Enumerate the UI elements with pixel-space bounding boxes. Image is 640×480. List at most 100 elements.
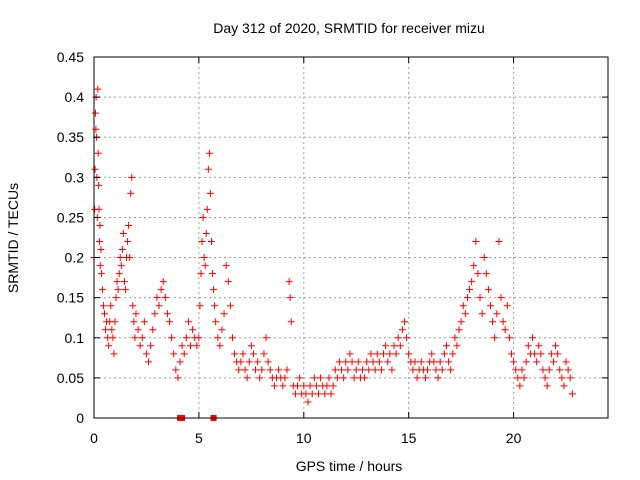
data-point <box>193 342 201 350</box>
data-point <box>153 294 161 302</box>
data-point <box>329 382 337 390</box>
data-point <box>125 221 133 229</box>
data-point <box>107 302 115 310</box>
data-point <box>489 318 497 326</box>
data-point <box>524 342 532 350</box>
data-point <box>247 342 255 350</box>
data-point <box>447 366 455 374</box>
data-point <box>445 358 453 366</box>
data-point <box>174 374 182 382</box>
data-point <box>432 366 440 374</box>
data-point <box>314 390 322 398</box>
data-point <box>128 173 136 181</box>
data-point <box>545 366 553 374</box>
data-point <box>97 246 105 254</box>
data-point <box>442 342 450 350</box>
data-point <box>302 390 310 398</box>
data-point <box>159 278 167 286</box>
data-point <box>245 358 253 366</box>
data-point <box>568 390 576 398</box>
data-point <box>281 374 289 382</box>
data-point <box>392 350 400 358</box>
data-point <box>365 366 373 374</box>
data-point <box>306 382 314 390</box>
data-point <box>196 302 204 310</box>
data-point <box>394 334 402 342</box>
data-point <box>224 278 232 286</box>
data-point <box>369 358 377 366</box>
data-point <box>438 366 446 374</box>
data-point <box>206 189 214 197</box>
data-point <box>211 302 219 310</box>
data-point <box>94 149 102 157</box>
data-point <box>121 286 129 294</box>
x-tick-label: 15 <box>401 430 417 446</box>
data-point <box>127 189 135 197</box>
data-point <box>237 358 245 366</box>
data-point <box>258 366 266 374</box>
data-point <box>476 294 484 302</box>
data-point <box>421 374 429 382</box>
data-point <box>428 350 436 358</box>
y-tick-label: 0.3 <box>65 169 85 185</box>
data-point <box>556 366 564 374</box>
data-point <box>300 382 308 390</box>
data-point <box>344 366 352 374</box>
data-point <box>136 342 144 350</box>
data-point <box>184 318 192 326</box>
data-point <box>120 278 128 286</box>
data-point <box>501 326 509 334</box>
data-point <box>287 318 295 326</box>
data-point <box>331 366 339 374</box>
data-point <box>505 334 513 342</box>
data-point <box>468 278 476 286</box>
data-point <box>132 310 140 318</box>
data-point <box>108 326 116 334</box>
data-point <box>409 366 417 374</box>
data-point <box>396 342 404 350</box>
data-point <box>466 286 474 294</box>
data-point <box>231 350 239 358</box>
data-point <box>203 205 211 213</box>
data-point <box>503 302 511 310</box>
data-point <box>262 334 270 342</box>
data-point <box>455 326 463 334</box>
data-point <box>170 350 178 358</box>
data-point <box>199 213 207 221</box>
data-point <box>283 366 291 374</box>
data-point <box>449 350 457 358</box>
data-point <box>533 358 541 366</box>
data-point <box>100 310 108 318</box>
data-point <box>200 254 208 262</box>
data-point <box>549 358 557 366</box>
data-point <box>109 334 117 342</box>
data-point <box>493 310 501 318</box>
data-point <box>459 302 467 310</box>
y-tick-label: 0.1 <box>65 330 85 346</box>
data-point <box>235 366 243 374</box>
data-point <box>308 390 316 398</box>
data-point <box>182 334 190 342</box>
data-point <box>204 165 212 173</box>
x-tick-label: 10 <box>296 430 312 446</box>
data-point <box>470 262 478 270</box>
data-point <box>451 334 459 342</box>
y-tick-label: 0.35 <box>57 129 84 145</box>
data-point <box>176 358 184 366</box>
data-point <box>354 358 362 366</box>
data-point <box>377 366 385 374</box>
y-tick-label: 0.2 <box>65 250 85 266</box>
data-point <box>286 294 294 302</box>
data-point <box>537 350 545 358</box>
data-point <box>342 358 350 366</box>
data-point <box>102 326 110 334</box>
data-point <box>531 350 539 358</box>
data-point <box>380 350 388 358</box>
data-point <box>417 358 425 366</box>
data-point <box>119 229 127 237</box>
data-point <box>430 358 438 366</box>
data-point <box>518 366 526 374</box>
data-point <box>335 358 343 366</box>
